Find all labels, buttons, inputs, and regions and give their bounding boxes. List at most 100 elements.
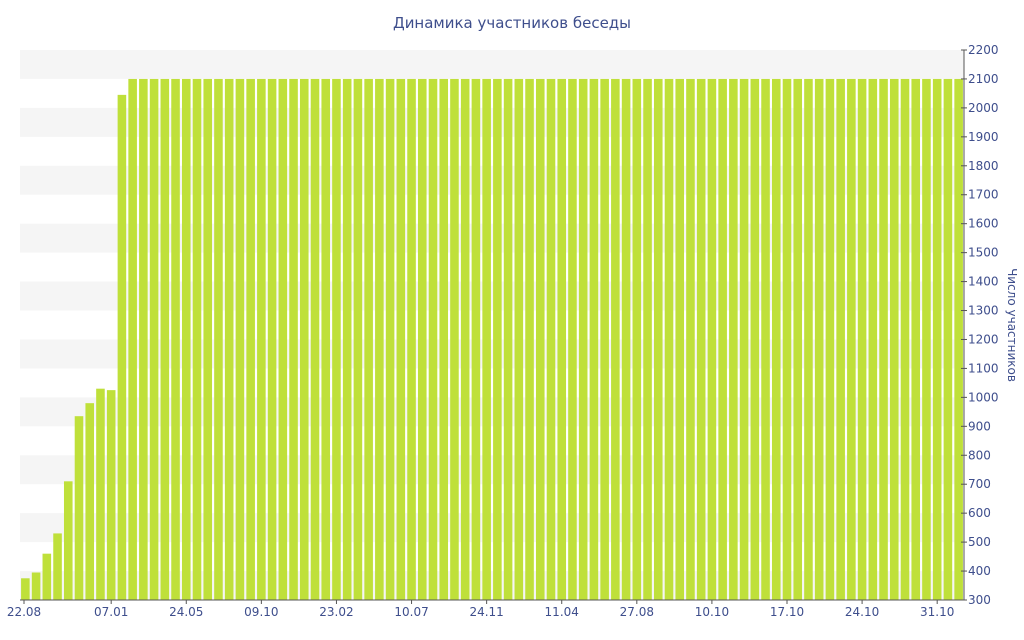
bar — [364, 78, 373, 600]
bar — [439, 78, 449, 600]
x-tick-label: 31.10 — [920, 605, 954, 619]
y-tick-label: 2200 — [968, 43, 999, 57]
x-tick-label: 24.11 — [469, 605, 503, 619]
y-tick-label: 1100 — [968, 361, 999, 375]
y-tick-label: 900 — [968, 419, 991, 433]
bar — [171, 78, 180, 600]
y-tick-label: 1600 — [968, 217, 999, 231]
y-tick-label: 2000 — [968, 101, 999, 115]
bar — [503, 78, 513, 600]
y-tick-label: 1500 — [968, 246, 999, 260]
chart-title: Динамика участников беседы — [393, 14, 631, 32]
y-tick-label: 1400 — [968, 275, 999, 289]
bar — [203, 78, 213, 600]
bar — [428, 78, 438, 600]
bar — [718, 78, 727, 600]
y-tick-label: 700 — [968, 477, 991, 491]
bar — [85, 403, 95, 600]
bar — [21, 578, 30, 600]
bar — [417, 78, 427, 600]
bar — [557, 78, 567, 600]
bar — [246, 78, 255, 600]
bar — [847, 78, 856, 600]
bar — [74, 416, 84, 600]
bar — [42, 553, 52, 600]
y-tick-label: 800 — [968, 448, 991, 462]
bar — [632, 78, 642, 600]
y-axis-title: Число участников — [1005, 268, 1019, 382]
bar — [589, 78, 599, 600]
bars — [21, 78, 963, 601]
bar — [804, 78, 813, 600]
bar — [31, 572, 41, 600]
bar — [793, 78, 803, 600]
bar — [686, 78, 695, 600]
bar — [214, 78, 223, 600]
bar — [729, 78, 738, 600]
bar — [450, 78, 459, 600]
bar — [761, 78, 770, 600]
y-tick-label: 1300 — [968, 304, 999, 318]
x-tick-label: 23.02 — [319, 605, 353, 619]
bar — [160, 78, 170, 600]
bar — [611, 78, 620, 600]
bar — [278, 78, 288, 600]
x-tick-label: 09.10 — [244, 605, 278, 619]
bar — [922, 78, 931, 600]
bar — [106, 390, 116, 600]
bar — [836, 78, 845, 600]
bar — [889, 78, 899, 600]
bar — [396, 78, 406, 600]
bar — [664, 78, 674, 600]
y-tick-label: 1700 — [968, 188, 999, 202]
x-tick-label: 22.08 — [7, 605, 41, 619]
bar — [342, 78, 352, 600]
x-tick-label: 27.08 — [620, 605, 654, 619]
bar — [525, 78, 534, 600]
y-tick-label: 1900 — [968, 130, 999, 144]
bar — [460, 78, 470, 600]
bar — [643, 78, 652, 600]
bar — [299, 78, 309, 600]
y-tick-label: 500 — [968, 535, 991, 549]
bar — [332, 78, 341, 600]
bar — [535, 78, 545, 600]
bar — [782, 78, 792, 600]
bar — [192, 78, 202, 600]
bar — [493, 78, 502, 600]
x-tick-label: 24.05 — [169, 605, 203, 619]
bar — [825, 78, 835, 600]
bar — [954, 78, 963, 600]
bar — [407, 78, 416, 600]
bar — [546, 78, 556, 600]
x-tick-label: 11.04 — [545, 605, 579, 619]
bar — [267, 78, 277, 600]
bar — [771, 78, 781, 600]
bar — [739, 78, 749, 600]
bar — [600, 78, 609, 600]
y-tick-label: 1000 — [968, 390, 999, 404]
bar — [696, 78, 706, 600]
bar — [139, 78, 148, 600]
x-tick-label: 17.10 — [770, 605, 804, 619]
bar — [578, 78, 588, 600]
bar — [653, 78, 663, 600]
x-tick-label: 10.10 — [695, 605, 729, 619]
y-axis: 300 400 500 600 700 800 900 1000 1100 1200 1300 140… — [961, 43, 999, 607]
bar — [675, 78, 685, 600]
bar — [224, 78, 234, 600]
bar — [932, 78, 942, 600]
bar — [63, 481, 73, 600]
bar — [149, 78, 159, 600]
bar — [310, 78, 320, 600]
grid-band — [20, 50, 964, 79]
bar — [911, 78, 921, 600]
bar — [814, 78, 824, 600]
bar — [879, 78, 888, 600]
x-tick-label: 24.10 — [845, 605, 879, 619]
x-axis: 22.08 07.01 24.05 09.10 23.02 10.07 24.11 11.04… — [7, 599, 964, 619]
bar — [117, 94, 127, 601]
bar — [621, 78, 631, 600]
bar — [375, 78, 384, 600]
